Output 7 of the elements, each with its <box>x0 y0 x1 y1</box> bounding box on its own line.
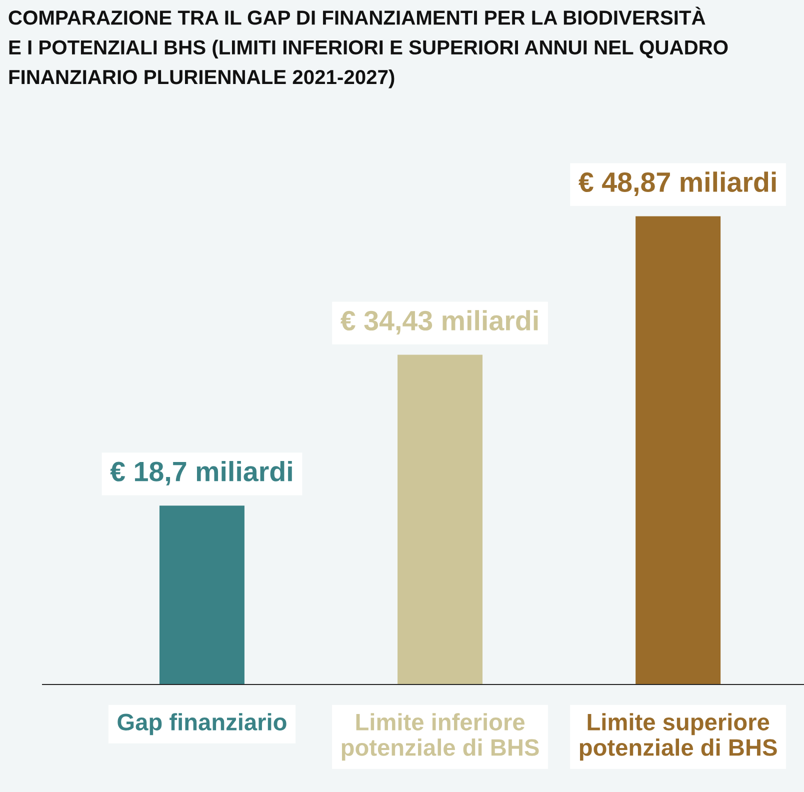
x-tick-label: Limite inferiore potenziale di BHS <box>342 713 539 761</box>
data-label: € 18,7 miliardi <box>110 460 292 486</box>
data-label: € 48,87 miliardi <box>578 172 776 196</box>
x-tick-label: Gap finanziario <box>118 713 286 736</box>
chart-title: COMPARAZIONE TRA IL GAP DI FINANZIAMENTI PER LA BIODIVERSITÀ E I POTENZIALI BHS (LIMITI INFERIORI E SUPERIORI ANNUI NEL QUADRO FINANZIARIO PLURIENNALE 2021-2027) <box>8 6 728 88</box>
data-label: € 34,43 miliardi <box>340 310 538 335</box>
x-tick-label: Limite superiore potenziale di BHS <box>580 713 777 761</box>
